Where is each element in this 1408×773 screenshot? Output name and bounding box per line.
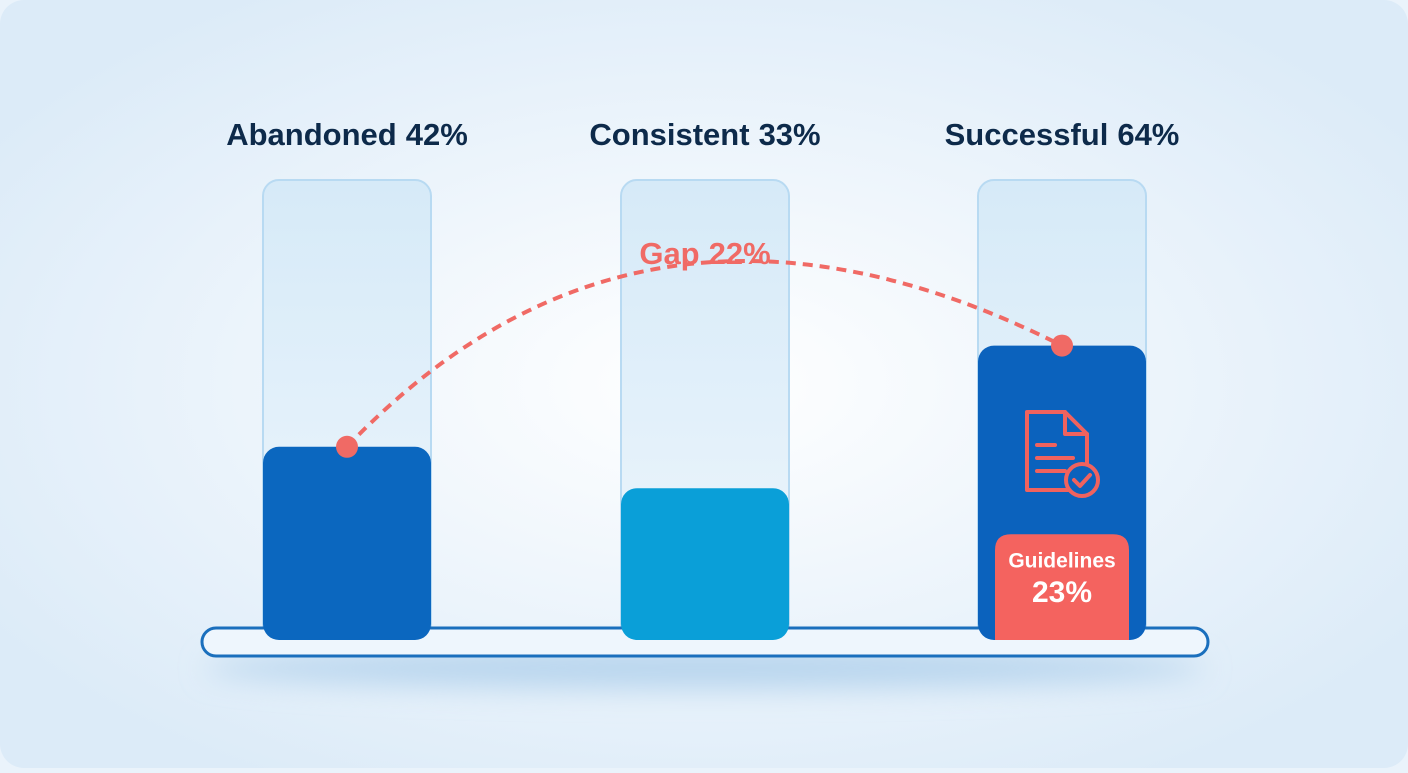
highlight-label: Guidelines: [1008, 550, 1115, 573]
gap-arc: [345, 259, 1063, 449]
bar: [263, 446, 431, 640]
category-name: Abandoned: [226, 117, 397, 152]
highlight-value: 23%: [1032, 576, 1092, 609]
gap-label: Gap 22%: [639, 236, 770, 271]
document-icon: [1025, 410, 1100, 498]
value-label: 64%: [1117, 117, 1179, 152]
gap-endpoint: [336, 435, 358, 458]
gap-endpoint: [1051, 334, 1073, 357]
value-label: 42%: [406, 117, 468, 152]
bar-label: Consistent 33%: [589, 117, 820, 152]
bar-label: Abandoned 42%: [226, 117, 468, 152]
category-name: Consistent: [589, 117, 749, 152]
highlight-segment: [995, 534, 1129, 640]
category-name: Successful: [945, 117, 1109, 152]
gap-value: 22%: [709, 236, 771, 271]
gap-name: Gap: [639, 236, 699, 271]
bar: [621, 488, 789, 640]
value-label: 33%: [759, 117, 821, 152]
bar-label: Successful 64%: [945, 117, 1180, 152]
